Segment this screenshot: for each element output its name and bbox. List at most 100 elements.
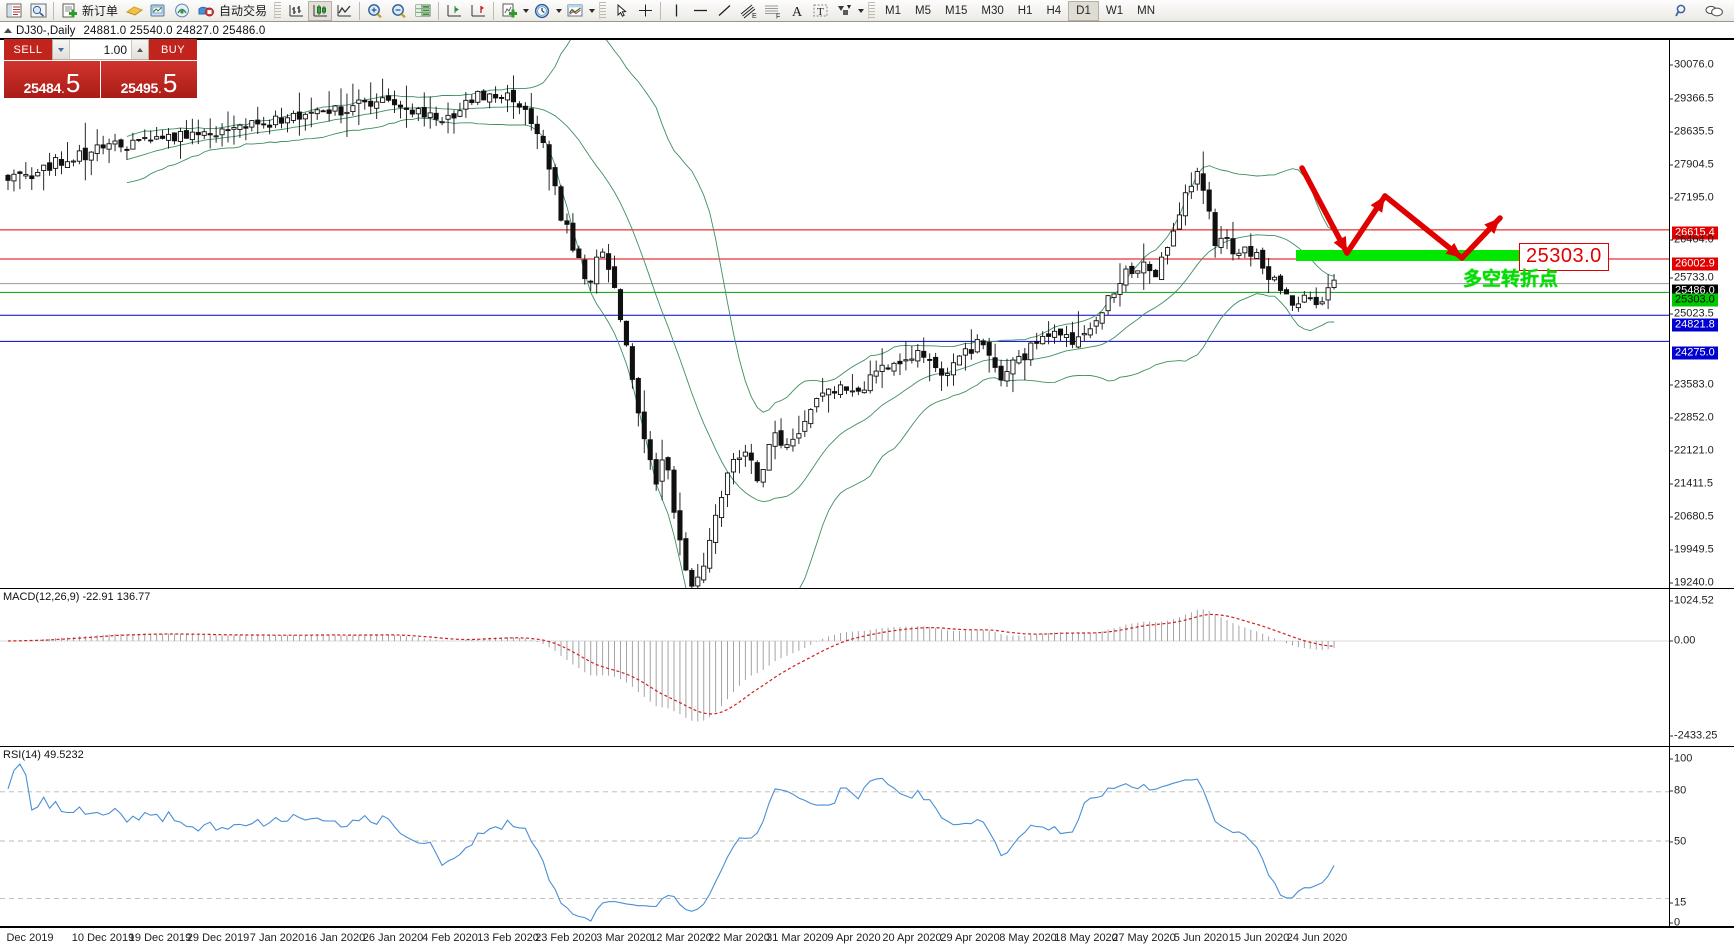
period-dropdown-arrow[interactable] bbox=[554, 1, 563, 21]
new-order-icon[interactable] bbox=[57, 1, 81, 21]
timeframe-w1[interactable]: W1 bbox=[1105, 4, 1124, 17]
price-tick: 23583.0 bbox=[1670, 378, 1714, 391]
chart-shift-icon[interactable] bbox=[442, 1, 466, 21]
equidistant-channel-icon[interactable]: E bbox=[736, 1, 760, 21]
vertical-line-icon[interactable] bbox=[664, 1, 688, 21]
price-chart-pane[interactable]: 30076.0 29366.5 28635.5 27904.5 27195.0 26615… bbox=[0, 38, 1734, 654]
line-chart-icon[interactable] bbox=[332, 1, 356, 21]
toolbar-divider-5 bbox=[660, 1, 662, 20]
toolbar-divider bbox=[53, 1, 54, 20]
toolbar-divider-4 bbox=[493, 1, 495, 20]
timeframe-m15[interactable]: M15 bbox=[945, 4, 968, 17]
bar-chart-icon[interactable] bbox=[284, 1, 308, 21]
volume-decrement-button[interactable] bbox=[53, 40, 70, 59]
templates-icon[interactable] bbox=[563, 1, 587, 21]
ohlc-values: 24881.0 25540.0 24827.0 25486.0 bbox=[83, 24, 266, 37]
horizontal-line-icon[interactable] bbox=[688, 1, 712, 21]
symbol-info-bar: DJ30-,Daily 24881.0 25540.0 24827.0 2548… bbox=[0, 23, 1734, 38]
fibo-retracement-icon[interactable]: F bbox=[760, 1, 784, 21]
market-watch-icon[interactable] bbox=[146, 1, 170, 21]
collapse-triangle-icon[interactable] bbox=[4, 28, 12, 33]
price-tick: 25733.0 bbox=[1670, 271, 1714, 284]
timeframe-m5[interactable]: M5 bbox=[915, 4, 931, 17]
chat-icon[interactable] bbox=[1702, 1, 1726, 21]
macd-plot-area[interactable] bbox=[0, 589, 1669, 746]
date-tick: 10 Dec 2019 bbox=[71, 932, 135, 944]
candlestick-chart-icon[interactable] bbox=[308, 0, 333, 21]
price-tick: 29366.5 bbox=[1670, 92, 1714, 105]
buy-price-integer: 25495 bbox=[120, 80, 159, 96]
indicators-dropdown-arrow[interactable] bbox=[521, 1, 530, 21]
sell-button[interactable]: SELL bbox=[4, 39, 52, 60]
main-toolbar: 新订单 自动交易 bbox=[0, 0, 1734, 22]
rsi-label: RSI(14) 49.5232 bbox=[3, 749, 84, 761]
date-tick: 19 Dec 2019 bbox=[128, 932, 192, 944]
support-zone-highlight bbox=[1296, 250, 1532, 261]
macd-svg bbox=[0, 609, 1669, 722]
rsi-tick: 100 bbox=[1669, 752, 1693, 765]
date-axis[interactable]: Dec 2019 10 Dec 2019 19 Dec 2019 29 Dec 201… bbox=[0, 926, 1734, 946]
toolbar-grip-3[interactable] bbox=[868, 2, 876, 19]
new-order-label[interactable]: 新订单 bbox=[82, 4, 119, 18]
zoom-in-icon[interactable] bbox=[363, 1, 387, 21]
signals-icon[interactable] bbox=[170, 1, 194, 21]
auto-trading-label[interactable]: 自动交易 bbox=[219, 4, 268, 18]
sell-price-separator: . bbox=[61, 80, 65, 96]
crosshair-icon[interactable] bbox=[633, 1, 657, 21]
timeframe-m30[interactable]: M30 bbox=[981, 4, 1004, 17]
toolbar-right-group bbox=[1670, 1, 1734, 21]
timeframe-m1[interactable]: M1 bbox=[885, 4, 902, 17]
timeframe-h4[interactable]: H4 bbox=[1046, 4, 1062, 17]
date-tick: 5 Jun 2020 bbox=[1173, 932, 1229, 944]
rsi-pane[interactable]: RSI(14) 49.5232 100 80 50 15 0 bbox=[0, 746, 1734, 928]
shapes-icon[interactable] bbox=[832, 1, 856, 21]
rsi-svg bbox=[0, 763, 1669, 922]
timeframe-mn[interactable]: MN bbox=[1137, 4, 1155, 17]
price-tick: 24275.0 bbox=[1672, 346, 1718, 360]
data-window-icon[interactable] bbox=[26, 1, 50, 21]
grid-icon[interactable] bbox=[411, 1, 435, 21]
toolbar-grip[interactable] bbox=[274, 2, 282, 19]
date-tick: 7 Jan 2020 bbox=[249, 932, 305, 944]
terminal-icon[interactable] bbox=[2, 1, 26, 21]
period-icon[interactable] bbox=[530, 1, 554, 21]
search-icon[interactable] bbox=[1670, 1, 1694, 21]
price-tick: 26002.9 bbox=[1672, 257, 1718, 271]
date-tick: 22 Mar 2020 bbox=[708, 932, 770, 944]
macd-tick: 0.00 bbox=[1669, 634, 1696, 647]
macd-axis[interactable]: 1024.52 0.00 -2433.25 bbox=[1669, 589, 1734, 746]
volume-increment-button[interactable] bbox=[131, 40, 148, 59]
auto-trading-icon[interactable] bbox=[194, 1, 218, 21]
text-icon[interactable]: A bbox=[784, 1, 808, 21]
price-tick: 24821.8 bbox=[1672, 318, 1718, 332]
buy-price-display[interactable]: 25495 . 5 bbox=[101, 61, 197, 98]
cursor-icon[interactable] bbox=[609, 1, 633, 21]
toolbar-grip-2[interactable] bbox=[599, 2, 607, 19]
volume-stepper[interactable]: 1.00 bbox=[52, 39, 149, 60]
rsi-plot-area[interactable] bbox=[0, 747, 1669, 926]
buy-button[interactable]: BUY bbox=[149, 39, 197, 60]
indicators-icon[interactable] bbox=[497, 1, 521, 21]
timeframe-d1[interactable]: D1 bbox=[1068, 0, 1099, 21]
macd-pane[interactable]: MACD(12,26,9) -22.91 136.77 1024.52 0.00 -… bbox=[0, 588, 1734, 746]
price-plot-area[interactable] bbox=[0, 40, 1669, 588]
templates-dropdown-arrow[interactable] bbox=[587, 1, 596, 21]
expert-advisors-icon[interactable] bbox=[122, 1, 146, 21]
volume-input[interactable]: 1.00 bbox=[103, 42, 127, 57]
timeframe-h1[interactable]: H1 bbox=[1017, 4, 1033, 17]
date-tick: 18 May 2020 bbox=[1054, 932, 1118, 944]
date-tick: Dec 2019 bbox=[6, 932, 54, 944]
one-click-trading-panel[interactable]: SELL 1.00 BUY 25484 . 5 25495 . 5 bbox=[4, 39, 197, 98]
price-axis[interactable]: 30076.0 29366.5 28635.5 27904.5 27195.0 26615… bbox=[1669, 40, 1734, 654]
price-tick: 26615.4 bbox=[1672, 226, 1718, 240]
text-label-icon[interactable]: T bbox=[808, 1, 832, 21]
zoom-out-icon[interactable] bbox=[387, 1, 411, 21]
shapes-dropdown-arrow[interactable] bbox=[856, 1, 865, 21]
sell-price-display[interactable]: 25484 . 5 bbox=[4, 61, 100, 98]
symbol-name: DJ30-,Daily bbox=[16, 24, 76, 37]
trendline-icon[interactable] bbox=[712, 1, 736, 21]
rsi-axis[interactable]: 100 80 50 15 0 bbox=[1669, 747, 1734, 928]
auto-scroll-icon[interactable] bbox=[466, 1, 490, 21]
toolbar-divider-2 bbox=[359, 1, 361, 20]
